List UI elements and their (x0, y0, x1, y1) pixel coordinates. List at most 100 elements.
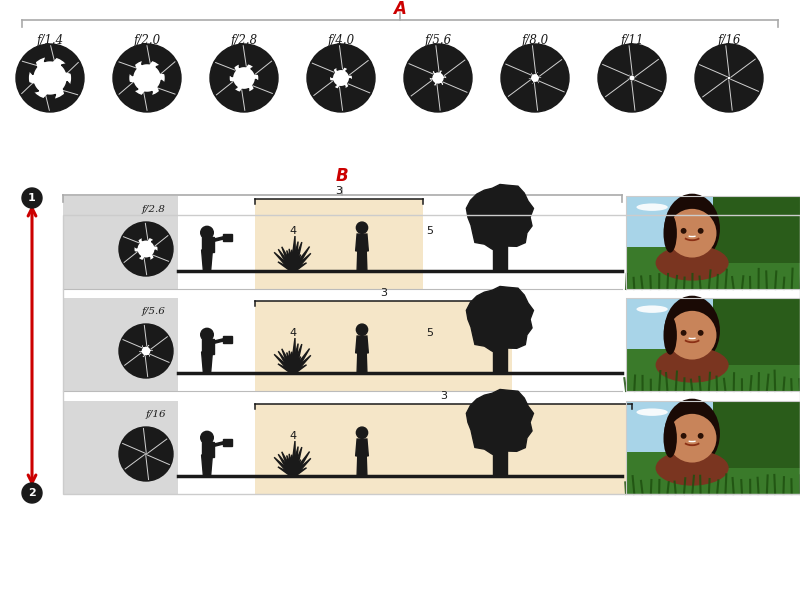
Polygon shape (211, 441, 227, 447)
Polygon shape (290, 236, 295, 271)
Polygon shape (442, 56, 471, 76)
Polygon shape (134, 355, 150, 377)
Circle shape (119, 427, 173, 481)
Polygon shape (290, 349, 310, 373)
Polygon shape (278, 351, 295, 373)
Circle shape (30, 58, 70, 98)
Polygon shape (290, 458, 311, 476)
Polygon shape (211, 236, 227, 242)
Polygon shape (278, 364, 295, 373)
Polygon shape (634, 55, 665, 77)
Bar (626, 298, 800, 356)
Circle shape (140, 345, 152, 357)
Bar (626, 196, 722, 254)
Bar (626, 401, 722, 458)
Polygon shape (142, 325, 158, 346)
Polygon shape (538, 56, 568, 76)
Polygon shape (288, 462, 294, 476)
Polygon shape (291, 255, 296, 271)
Polygon shape (290, 241, 298, 271)
Text: f/2.8: f/2.8 (142, 205, 166, 214)
Polygon shape (696, 79, 728, 101)
Bar (255, 301, 512, 391)
Text: 2: 2 (28, 488, 36, 498)
Polygon shape (599, 79, 630, 101)
Polygon shape (538, 78, 566, 106)
Text: f/2.0: f/2.0 (134, 34, 161, 47)
Polygon shape (239, 45, 259, 68)
Polygon shape (348, 78, 372, 106)
Polygon shape (443, 78, 469, 106)
Ellipse shape (637, 409, 668, 416)
Polygon shape (291, 356, 294, 373)
Circle shape (530, 72, 541, 84)
Bar (63, 196, 178, 289)
Polygon shape (290, 447, 302, 476)
Ellipse shape (637, 203, 668, 211)
Text: f/4.0: f/4.0 (327, 34, 354, 47)
Circle shape (681, 228, 686, 234)
Polygon shape (336, 45, 356, 70)
Polygon shape (494, 346, 506, 373)
Polygon shape (407, 50, 433, 78)
Circle shape (22, 188, 42, 208)
Circle shape (698, 433, 703, 439)
Polygon shape (290, 460, 294, 476)
Polygon shape (326, 86, 346, 111)
Polygon shape (356, 234, 368, 251)
Polygon shape (289, 454, 295, 476)
Circle shape (210, 44, 278, 112)
Bar (255, 199, 423, 289)
Bar (685, 345, 699, 356)
Text: 3: 3 (440, 391, 447, 401)
Circle shape (201, 227, 214, 239)
Polygon shape (132, 91, 152, 111)
Polygon shape (291, 362, 299, 373)
Bar (626, 349, 704, 391)
Polygon shape (202, 455, 213, 476)
Polygon shape (120, 455, 146, 472)
Polygon shape (423, 84, 444, 111)
Bar (626, 298, 722, 356)
Polygon shape (22, 50, 37, 75)
Polygon shape (290, 460, 301, 476)
Polygon shape (286, 352, 295, 373)
Polygon shape (45, 45, 65, 62)
Circle shape (119, 324, 173, 378)
Polygon shape (282, 452, 295, 476)
Polygon shape (153, 250, 170, 271)
Polygon shape (290, 468, 306, 476)
Circle shape (230, 65, 258, 91)
Ellipse shape (655, 347, 729, 382)
Bar (713, 196, 800, 266)
Polygon shape (229, 88, 249, 111)
Polygon shape (504, 50, 531, 78)
Bar (178, 298, 622, 391)
Ellipse shape (742, 405, 770, 412)
Circle shape (430, 71, 446, 85)
Polygon shape (290, 263, 306, 271)
Text: 4: 4 (290, 328, 297, 338)
Bar (178, 196, 622, 289)
Polygon shape (289, 351, 295, 373)
Polygon shape (730, 78, 761, 106)
Circle shape (201, 329, 214, 341)
Circle shape (113, 44, 181, 112)
Polygon shape (698, 50, 727, 78)
Polygon shape (120, 352, 143, 368)
Polygon shape (156, 60, 180, 76)
Polygon shape (202, 237, 214, 252)
Bar (63, 215, 800, 494)
Bar (722, 210, 800, 261)
Circle shape (356, 427, 368, 438)
Circle shape (698, 228, 703, 234)
Polygon shape (150, 351, 170, 373)
Polygon shape (291, 357, 296, 373)
Polygon shape (118, 50, 136, 76)
Polygon shape (149, 334, 172, 350)
Polygon shape (282, 247, 295, 271)
Polygon shape (290, 247, 310, 271)
Polygon shape (134, 257, 150, 275)
Circle shape (698, 330, 703, 336)
Polygon shape (286, 362, 294, 373)
